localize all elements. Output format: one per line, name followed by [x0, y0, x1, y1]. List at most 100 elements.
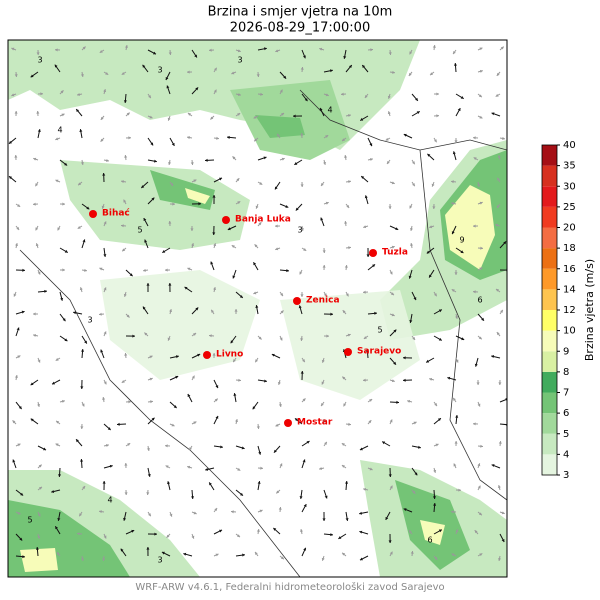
wind-arrow-head	[432, 45, 436, 48]
wind-arrow-head	[191, 375, 195, 379]
wind-arrow-head	[37, 404, 41, 407]
wind-arrow-head	[56, 420, 60, 424]
wind-arrow-head	[321, 381, 325, 385]
wind-arrow-head	[212, 195, 216, 198]
wind-arrow-head	[295, 207, 299, 211]
wind-arrow-head	[388, 474, 392, 477]
wind-arrow-head	[479, 69, 483, 73]
wind-arrow-head	[255, 359, 259, 363]
wind-arrow-head	[79, 129, 83, 132]
wind-arrow-head	[491, 464, 495, 468]
wind-arrow-head	[33, 333, 36, 337]
wind-arrow-head	[190, 228, 194, 231]
wind-arrow-head	[193, 421, 197, 425]
wind-arrow-head	[146, 448, 150, 451]
wind-arrow-head	[451, 201, 454, 206]
wind-arrow-head	[253, 115, 257, 119]
wind-arrow-head	[385, 137, 389, 141]
wind-arrow-head	[479, 201, 483, 205]
wind-arrow-head	[20, 492, 24, 496]
wind-arrow-head	[325, 201, 329, 205]
wind-arrow-head	[121, 180, 124, 184]
wind-arrow-head	[57, 227, 61, 231]
wind-arrow-head	[209, 48, 212, 52]
wind-arrow-head	[146, 283, 150, 286]
wind-arrow-head	[175, 355, 179, 359]
wind-arrow-head	[403, 133, 407, 137]
wind-arrow-head	[455, 359, 459, 363]
wind-arrow-head	[438, 529, 442, 533]
wind-arrow-head	[14, 375, 18, 378]
wind-arrow-head	[103, 221, 107, 225]
wind-arrow-head	[99, 312, 102, 316]
wind-arrow-head	[126, 112, 130, 116]
wind-arrow-head	[149, 115, 153, 119]
city-marker	[369, 249, 377, 257]
wind-arrow-head	[212, 232, 216, 235]
wind-arrow-head	[99, 49, 103, 53]
wind-arrow-head	[389, 485, 393, 489]
wind-arrow-head	[279, 463, 283, 467]
colorbar-segment	[542, 268, 557, 290]
wind-arrow-head	[205, 158, 208, 162]
wind-arrow-head	[106, 158, 109, 162]
wind-arrow-head	[33, 312, 36, 316]
wind-arrow-head	[146, 492, 150, 495]
wind-arrow-head	[36, 52, 40, 55]
wind-arrow-head	[154, 159, 157, 163]
wind-arrow-head	[124, 463, 128, 466]
colorbar-tick-label: 7	[563, 388, 569, 399]
wind-arrow-head	[324, 441, 327, 445]
wind-arrow-head	[236, 534, 240, 538]
wind-arrow-head	[129, 273, 133, 277]
wind-arrow-head	[212, 353, 216, 356]
wind-arrow-head	[342, 138, 346, 142]
wind-arrow-head	[149, 355, 153, 359]
wind-arrow-head	[173, 405, 177, 409]
wind-arrow-head	[165, 77, 169, 81]
wind-arrow-head	[430, 72, 434, 76]
wind-arrow-head	[15, 243, 19, 246]
wind-arrow-head	[438, 337, 442, 341]
wind-arrow-head	[275, 49, 279, 53]
wind-arrow-head	[474, 530, 478, 534]
wind-arrow-head	[102, 481, 106, 484]
wind-arrow-head	[365, 349, 369, 352]
wind-arrow-head	[81, 403, 85, 407]
city-marker	[293, 297, 301, 305]
wind-arrow-head	[184, 286, 188, 290]
wind-arrow-head	[241, 446, 245, 450]
wind-arrow-head	[220, 445, 223, 449]
wind-arrow-head	[326, 334, 329, 338]
wind-arrow-head	[100, 349, 104, 353]
wind-arrow-head	[14, 74, 18, 77]
wind-arrow-head	[495, 223, 499, 227]
wind-arrow-head	[253, 262, 257, 266]
colorbar-tick-label: 5	[563, 429, 569, 440]
wind-arrow-head	[361, 176, 365, 179]
wind-arrow-head	[273, 449, 277, 453]
wind-arrow-head	[415, 97, 418, 101]
wind-arrow-head	[84, 340, 87, 344]
wind-arrow-head	[12, 459, 16, 463]
wind-arrow-head	[432, 206, 436, 209]
wind-arrow-head	[369, 467, 373, 471]
wind-arrow-head	[302, 55, 306, 59]
wind-arrow-head	[303, 547, 307, 551]
wind-arrow-head	[348, 180, 351, 184]
city-label: Tuzla	[382, 248, 408, 258]
wind-arrow-head	[390, 292, 394, 296]
wind-arrow-head	[435, 443, 439, 447]
wind-arrow-head	[413, 421, 417, 425]
wind-arrow-head	[387, 111, 391, 115]
wind-arrow-head	[260, 466, 263, 470]
wind-arrow-head	[99, 510, 102, 514]
wind-arrow-head	[363, 225, 367, 229]
wind-arrow-head	[302, 459, 306, 463]
wind-arrow-head	[382, 441, 386, 445]
wind-arrow-head	[81, 349, 85, 352]
wind-arrow-head	[147, 473, 151, 477]
wind-arrow-head	[479, 115, 483, 119]
wind-arrow-head	[491, 355, 495, 359]
